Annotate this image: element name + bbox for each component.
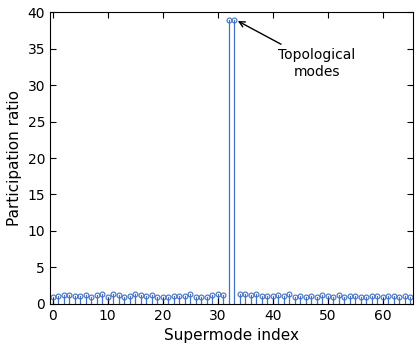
X-axis label: Supermode index: Supermode index (164, 328, 299, 343)
Y-axis label: Participation ratio: Participation ratio (7, 90, 22, 226)
Text: Topological
modes: Topological modes (239, 22, 355, 78)
